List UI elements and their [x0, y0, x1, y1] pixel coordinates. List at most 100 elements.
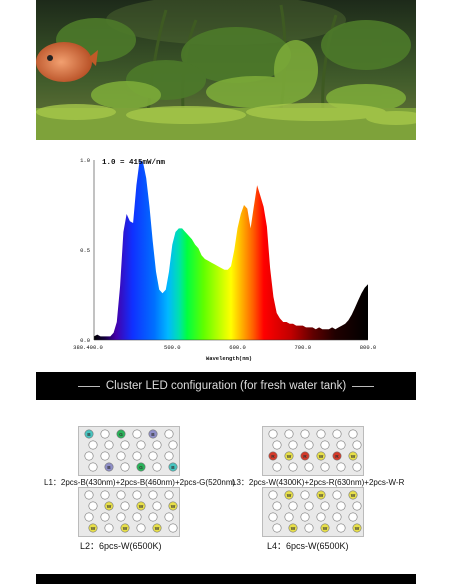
led-panel-l2: W W W W W W	[78, 487, 180, 537]
x-axis-label: Wavelength(nm)	[206, 355, 252, 362]
led-dot: W	[284, 490, 294, 500]
led-label: B	[107, 465, 111, 471]
config-caption-l4: L4：6pcs-W(6500K)	[267, 541, 349, 551]
section-banner: Cluster LED configuration (for fresh wat…	[36, 372, 416, 400]
led-dot	[84, 512, 94, 522]
led-dot	[320, 462, 330, 472]
led-dot	[304, 440, 314, 450]
led-dot	[100, 429, 110, 439]
led-dot	[164, 512, 174, 522]
led-dot	[116, 451, 126, 461]
led-dot: W	[352, 523, 362, 533]
led-dot	[100, 512, 110, 522]
led-label: B	[171, 465, 175, 471]
config-caption-l1: L1：2pcs-B(430nm)+2pcs-B(460nm)+2pcs-G(52…	[44, 478, 236, 487]
led-dot: B	[148, 429, 158, 439]
led-dot: W	[152, 523, 162, 533]
led-dot	[148, 490, 158, 500]
led-label: R	[303, 454, 307, 460]
led-grid: W W W W W W	[268, 490, 362, 533]
led-dot	[132, 490, 142, 500]
led-dot	[132, 512, 142, 522]
aquarium-photo	[36, 0, 416, 140]
led-grid: W W W W W W	[84, 490, 178, 533]
led-dot: W	[136, 501, 146, 511]
led-dot	[288, 440, 298, 450]
led-label: W	[123, 526, 128, 532]
banner-title: Cluster LED configuration (for fresh wat…	[105, 380, 347, 392]
led-dot	[352, 501, 362, 511]
x-tick-label: 700.0	[295, 344, 312, 351]
led-dot	[332, 429, 342, 439]
led-dot	[164, 490, 174, 500]
led-label: G	[119, 432, 123, 438]
led-dot	[316, 512, 326, 522]
led-label: G	[139, 465, 143, 471]
led-label: W	[155, 526, 160, 532]
x-tick-label: 380.400.0	[73, 344, 103, 351]
led-dot	[168, 440, 178, 450]
led-dot	[132, 429, 142, 439]
led-dot: W	[168, 501, 178, 511]
led-dot: W	[120, 523, 130, 533]
led-dot: B	[168, 462, 178, 472]
led-label: W	[355, 526, 360, 532]
led-dot	[164, 429, 174, 439]
led-dot	[104, 523, 114, 533]
led-dot: W	[316, 451, 326, 461]
led-dot: W	[316, 490, 326, 500]
led-dot	[88, 501, 98, 511]
x-tick-label: 500.0	[164, 344, 181, 351]
led-dot	[272, 462, 282, 472]
led-dot	[136, 440, 146, 450]
led-dot	[272, 440, 282, 450]
led-dot	[332, 490, 342, 500]
led-label: W	[351, 493, 356, 499]
led-label: W	[107, 504, 112, 510]
led-label: W	[291, 526, 296, 532]
led-dot	[336, 462, 346, 472]
led-label: W	[319, 493, 324, 499]
led-dot: R	[268, 451, 278, 461]
led-panel-l4: W W W W W W	[262, 487, 364, 537]
bottom-bar	[36, 574, 416, 584]
led-dot	[300, 490, 310, 500]
led-dot	[268, 429, 278, 439]
led-dot	[304, 523, 314, 533]
led-dot	[272, 523, 282, 533]
led-dot	[84, 490, 94, 500]
led-panel-l1: B G B B G B	[78, 426, 180, 476]
led-dot	[332, 512, 342, 522]
led-dot	[136, 523, 146, 533]
led-dot	[300, 512, 310, 522]
led-dot	[88, 462, 98, 472]
led-dot	[84, 451, 94, 461]
led-dot	[148, 512, 158, 522]
led-dot	[104, 440, 114, 450]
spectrum-chart: 380.400.0 500.0 600.0 700.0 800.0 1.0 0.5 0.0 …	[36, 140, 416, 370]
led-dot	[320, 501, 330, 511]
led-dot	[304, 501, 314, 511]
led-dot	[120, 501, 130, 511]
spectrum-chart-svg: 380.400.0 500.0 600.0 700.0 800.0 1.00.50.0 …	[73, 157, 376, 362]
led-dot	[168, 523, 178, 533]
led-dot: W	[104, 501, 114, 511]
led-label: B	[87, 432, 91, 438]
led-dot	[352, 440, 362, 450]
led-dot	[336, 440, 346, 450]
led-dot	[132, 451, 142, 461]
led-dot	[348, 512, 358, 522]
led-dot	[288, 462, 298, 472]
led-label: B	[151, 432, 155, 438]
y-tick-label: 1.0	[80, 157, 90, 164]
led-dot	[288, 501, 298, 511]
led-dot	[116, 512, 126, 522]
led-dot	[116, 490, 126, 500]
led-dot: W	[348, 490, 358, 500]
led-label: W	[319, 454, 324, 460]
led-label: W	[139, 504, 144, 510]
led-dot	[88, 440, 98, 450]
led-dot	[164, 451, 174, 461]
led-label: W	[351, 454, 356, 460]
